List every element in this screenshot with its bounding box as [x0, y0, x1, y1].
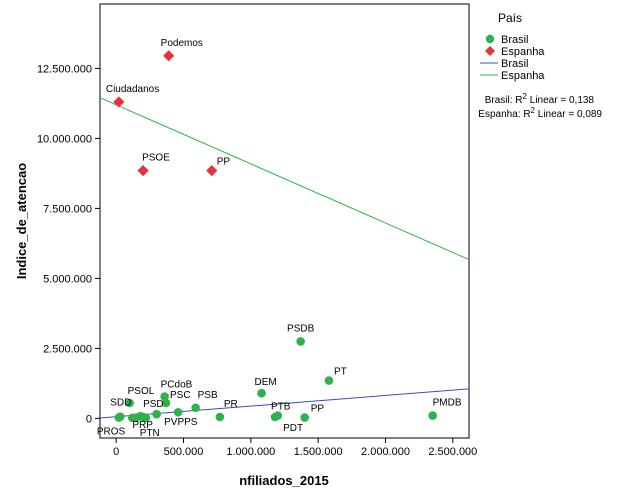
point-label-brasil-pr: PR: [224, 399, 238, 410]
point-brasil-pcdob: [160, 392, 169, 401]
point-label-brasil-pdt: PDT: [283, 423, 303, 434]
point-brasil-psc: [161, 398, 171, 408]
point-brasil-pdt: [270, 412, 280, 422]
point-label-brasil-psd: PSD: [143, 399, 164, 410]
point-label-brasil-pmdb: PMDB: [433, 398, 462, 409]
point-label-brasil-psdb: PSDB: [287, 323, 315, 334]
x-tick-label: 2.500.000: [428, 446, 477, 458]
legend-label-espanha-line: Espanha: [501, 70, 545, 82]
point-label-espanha-podemos: Podemos: [161, 38, 203, 49]
legend-label-espanha-marker: Espanha: [501, 46, 545, 58]
x-tick-label: 1.000.000: [226, 446, 275, 458]
point-brasil-pmdb: [428, 411, 437, 420]
y-tick-label: 12.500.000: [37, 63, 92, 75]
fit-statistics: Brasil: R2 Linear = 0,138 Espanha: R2 Li…: [478, 92, 602, 120]
y-tick-label: 5.000.000: [43, 273, 92, 285]
point-label-espanha-psoe: PSOE: [142, 153, 170, 164]
point-label-brasil-psol: PSOL: [128, 386, 155, 397]
point-brasil-ptn: [141, 413, 151, 423]
point-label-brasil-sdd: SDD: [110, 398, 131, 409]
legend-marker-brasil: [485, 34, 495, 44]
point-label-brasil-pvpps: PVPPS: [164, 417, 198, 428]
point-brasil-pt: [324, 376, 334, 385]
x-axis-label: nfiliados_2015: [239, 473, 329, 488]
point-label-brasil-ptn: PTN: [140, 428, 160, 439]
x-tick-label: 2.000.000: [361, 446, 410, 458]
point-brasil-dem: [257, 388, 266, 398]
point-brasil-pvpps: [173, 407, 183, 417]
fit-stat-brasil: Brasil: R2 Linear = 0,138: [485, 92, 595, 106]
point-label-brasil-pt: PT: [334, 367, 347, 378]
fit-stat-espanha: Espanha: R2 Linear = 0,089: [478, 106, 602, 120]
point-label-espanha-pp: PP: [217, 157, 231, 168]
legend-label-brasil-marker: Brasil: [501, 34, 529, 46]
y-tick-label: 0: [86, 413, 92, 425]
point-label-brasil-pros: PROS: [97, 427, 126, 438]
point-brasil-13: [152, 409, 161, 419]
point-espanha-psoe: [137, 165, 149, 177]
point-label-espanha-ciudadanos: Ciudadanos: [106, 84, 159, 95]
point-brasil-psol: [125, 398, 134, 408]
point-brasil-pp: [300, 413, 310, 422]
point-brasil-psdb: [296, 337, 305, 346]
point-brasil-psb: [191, 403, 200, 413]
x-tick-label: 0: [113, 446, 119, 458]
fit-lines: [99, 97, 470, 419]
point-label-brasil-pcdob: PCdoB: [161, 380, 193, 391]
point-espanha-pp: [206, 165, 218, 177]
legend-label-brasil-line: Brasil: [501, 58, 529, 70]
point-brasil-18: [132, 413, 141, 422]
point-brasil-pros: [114, 413, 124, 422]
point-brasil-pr: [215, 412, 225, 422]
point-espanha-podemos: [163, 50, 175, 62]
y-tick-label: 2.500.000: [43, 343, 92, 355]
point-label-brasil-psc: PSC: [170, 390, 191, 401]
y-axis-label: Indice_de_atencao: [14, 163, 29, 279]
point-label-brasil-prp: PRP: [132, 420, 153, 431]
point-label-brasil-ptb: PTB: [271, 402, 291, 413]
y-tick-label: 10.000.000: [37, 133, 92, 145]
legend-marker-espanha: [485, 46, 495, 56]
plot-area: [99, 3, 470, 439]
fit-line-brasil: [99, 388, 470, 419]
y-tick-label: 7.500.000: [43, 203, 92, 215]
legend: País Brasil Espanha Brasil Espanha: [480, 11, 545, 82]
x-axis-ticks: 0 500.000 1.000.000 1.500.000 2.000.000 2.500…: [113, 438, 477, 458]
y-axis-ticks: 0 2.500.000 5.000.000 7.500.000 10.000.000 12…: [37, 63, 100, 425]
legend-title: País: [498, 11, 522, 25]
fit-line-espanha: [99, 97, 470, 261]
x-tick-label: 500.000: [164, 446, 204, 458]
x-tick-label: 1.500.000: [294, 446, 343, 458]
point-label-brasil-pp: PP: [311, 404, 325, 415]
data-points: [113, 50, 437, 423]
point-label-brasil-psb: PSB: [198, 390, 218, 401]
point-espanha-ciudadanos: [113, 96, 125, 108]
point-label-brasil-dem: DEM: [254, 377, 276, 388]
